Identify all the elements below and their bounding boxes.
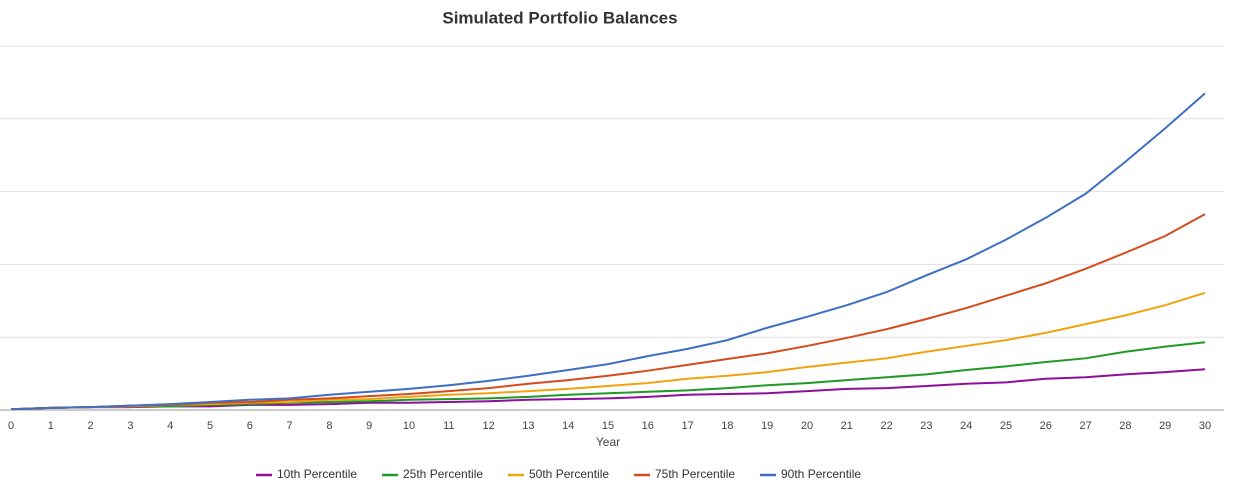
x-tick-label: 12: [482, 420, 494, 432]
x-tick-label: 3: [127, 420, 133, 432]
x-tick-label: 8: [326, 420, 332, 432]
x-tick-label: 29: [1159, 420, 1171, 432]
x-tick-label: 15: [602, 420, 614, 432]
series-line: [10, 291, 1206, 411]
legend-text: 50th Percentile: [529, 467, 609, 481]
x-tick-label: 30: [1199, 420, 1211, 432]
x-tick-label: 27: [1079, 420, 1091, 432]
x-tick-label: 28: [1119, 420, 1131, 432]
x-tick-label: 17: [681, 420, 693, 432]
x-tick-label: 21: [841, 420, 853, 432]
legend-text: 75th Percentile: [655, 467, 735, 481]
x-tick-label: 7: [287, 420, 293, 432]
x-tick-label: 9: [366, 420, 372, 432]
chart-title: Simulated Portfolio Balances: [442, 8, 677, 27]
x-tick-label: 1: [48, 420, 54, 432]
x-tick-label: 24: [960, 420, 972, 432]
x-tick-label: 16: [642, 420, 654, 432]
series-line: [10, 368, 1206, 411]
x-tick-label: 2: [88, 420, 94, 432]
x-tick-label: 13: [522, 420, 534, 432]
x-tick-label: 25: [1000, 420, 1012, 432]
x-tick-label: 14: [562, 420, 574, 432]
x-tick-label: 10: [403, 420, 415, 432]
series-line: [10, 92, 1206, 411]
x-tick-label: 22: [880, 420, 892, 432]
x-tick-label: 0: [8, 420, 14, 432]
legend-text: 10th Percentile: [277, 467, 357, 481]
x-tick-label: 20: [801, 420, 813, 432]
x-tick-label: 23: [920, 420, 932, 432]
legend-text: 90th Percentile: [781, 467, 861, 481]
x-tick-label: 6: [247, 420, 253, 432]
x-tick-label: 26: [1040, 420, 1052, 432]
x-tick-label: 5: [207, 420, 213, 432]
x-tick-label: 4: [167, 420, 173, 432]
legend-text: 25th Percentile: [403, 467, 483, 481]
x-tick-label: 11: [443, 420, 454, 432]
x-tick-label: 18: [721, 420, 733, 432]
x-tick-label: 19: [761, 420, 773, 432]
x-axis-label: Year: [596, 435, 620, 449]
